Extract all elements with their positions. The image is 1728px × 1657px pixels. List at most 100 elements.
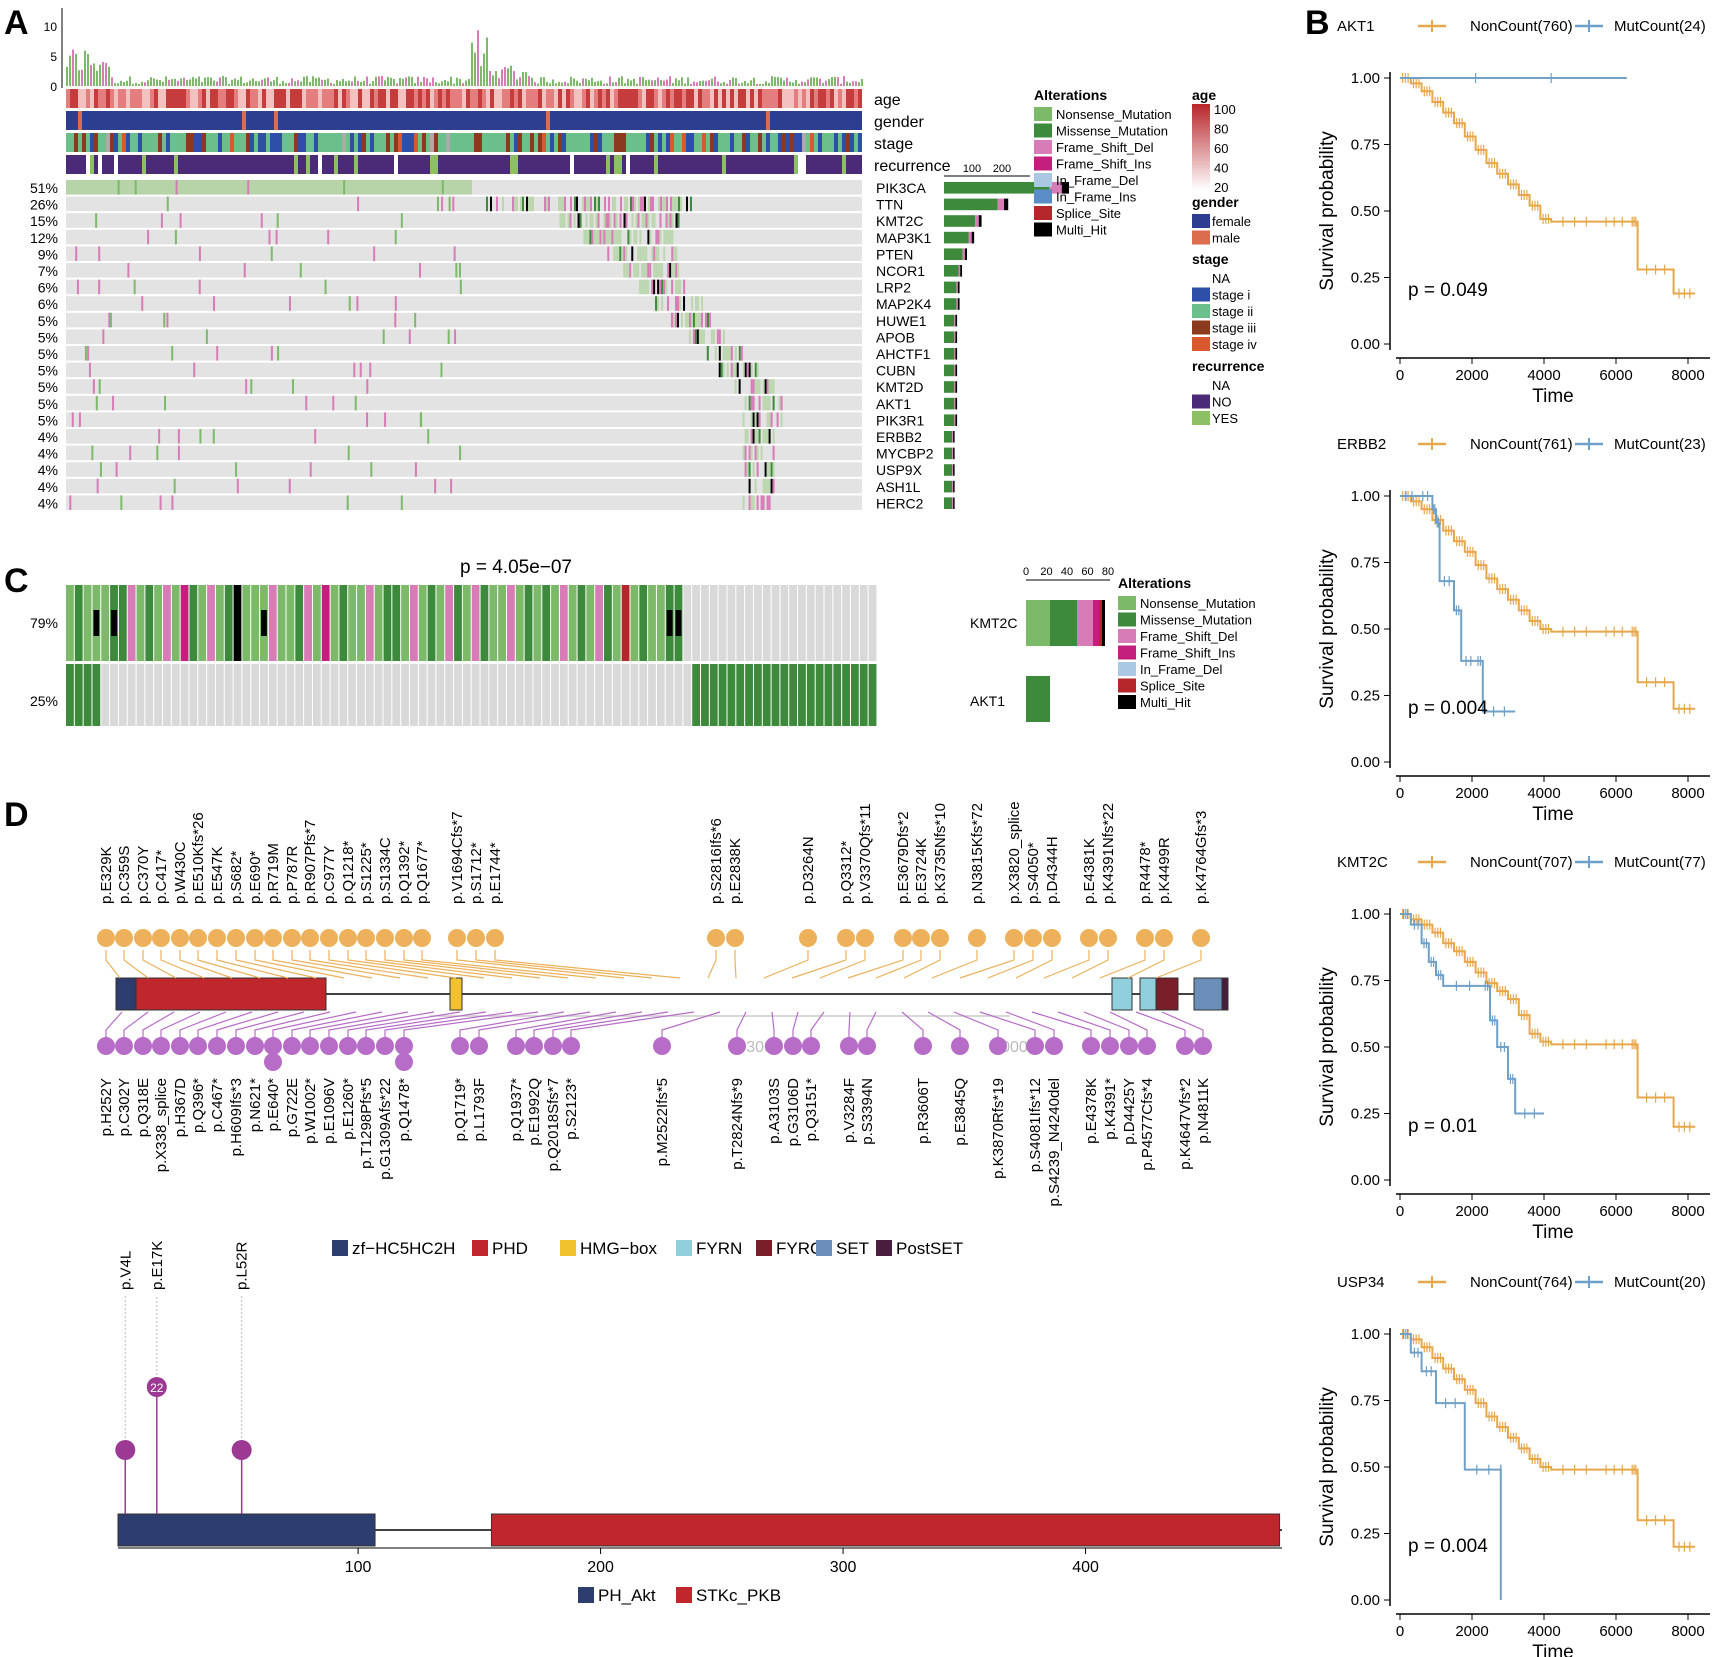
bottom-lollipop-head [784,1037,802,1055]
stage-cell [362,133,366,152]
mutation-cell [734,379,737,394]
mutation-cell [148,180,150,195]
mutation-cell [762,429,765,444]
age-cell [754,89,758,108]
gender-cell [846,111,850,130]
gene-pct: 6% [38,280,58,296]
mutation-cell [418,263,421,278]
gender-cell [822,111,826,130]
mutation-cell [440,180,442,195]
domain-legend-label: HMG−box [580,1239,657,1258]
tmb-bar [120,80,122,86]
stage-cell [678,133,682,152]
recurrence-cell [474,155,478,174]
kmt2c-cell [251,585,260,661]
tmb-bar [480,66,482,86]
gene-name: PTEN [876,246,913,262]
gene-count-bar [955,381,958,393]
age-cell [250,89,254,108]
tmb-bar [831,77,833,86]
kmt2c-cell [842,585,850,661]
tmb-bar [387,76,389,86]
mutation-cell [370,180,372,195]
stage-cell [858,133,862,152]
stage-cell [586,133,590,152]
bottom-lollipop-label: p.Q3151* [803,1078,820,1142]
tmb-bar [324,79,326,86]
kmt2c-cell [780,585,789,661]
gene-row-bg [66,478,862,494]
recurrence-cell [618,155,622,174]
mutation-cell [633,229,636,245]
tmb-bar [390,77,392,86]
tmb-bar [171,79,173,86]
gene-count-bar [957,298,960,310]
gender-cell [162,111,166,130]
mutation-cell [366,412,369,427]
gender-cell [74,111,78,130]
mutation-cell [92,180,94,195]
mutation-cell [694,329,697,344]
mutation-cell [659,279,662,295]
mutation-cell [677,279,680,295]
tmb-bar [246,82,248,86]
kmt2c-cell [789,585,798,661]
kmt2c-cell [330,585,339,661]
top-lollipop-head [264,929,282,947]
top-lollipop-label: p.S2816Ifs*6 [708,818,725,904]
mutation-cell [764,379,767,394]
bottom-lollipop-label: p.S3394N [859,1078,876,1145]
mutation-cell [450,478,453,494]
gene-count-bar [954,314,956,327]
mutation-cell [746,462,749,477]
coocc-bar-tick: 40 [1061,566,1073,578]
gender-cell [690,111,694,130]
tmb-bar [816,77,818,86]
gender-cell [318,111,322,130]
gene-count-bar [944,447,953,460]
tmb-bar [726,83,728,86]
mutation-cell [639,246,642,261]
mutation-cell [450,180,452,195]
tmb-bar [255,80,257,86]
age-cell [366,89,370,108]
recurrence-cell [450,155,454,174]
bottom-lollipop-stem [123,1011,149,1038]
mutation-cell [200,180,202,195]
top-lollipop-head [134,929,152,947]
mutation-cell [756,462,759,477]
gene-count-bar [956,298,958,310]
top-lollipop-stem [216,950,289,979]
gender-cell [738,111,742,130]
mutation-cell [306,180,308,195]
recurrence-cell [742,155,746,174]
gender-cell [414,111,418,130]
tmb-bar [486,37,488,86]
km-y-tick-label: 1.00 [1351,488,1380,505]
akt1-cell [454,664,462,726]
recurrence-cell [682,155,686,174]
kmt2c-domain [1193,977,1223,1011]
akt1-cell [639,664,648,726]
top-lollipop-label: p.Q1218* [340,840,357,904]
kmt2c-cell [445,585,454,661]
tmb-bar [687,77,689,86]
age-cell [574,89,578,108]
age-cell [714,89,718,108]
mutation-cell [384,412,387,427]
age-cell [614,89,618,108]
stage-cell [82,133,86,152]
top-lollipop-stem [494,950,681,979]
stage-cell [738,133,742,152]
km-plot-kmt2c: KMT2C NonCount(707) MutCount(77)0.000.250.… [1317,854,1710,1243]
akt1-cell [110,664,118,726]
recurrence-cell [350,155,354,174]
stage-cell [366,133,370,152]
tmb-bar [234,78,236,86]
age-cell [406,89,410,108]
mutation-cell [352,180,354,195]
kmt2c-multihit-cell [666,610,673,636]
gender-cell [94,111,98,130]
legend-swatch [1118,678,1136,693]
tmb-bar [783,80,785,86]
